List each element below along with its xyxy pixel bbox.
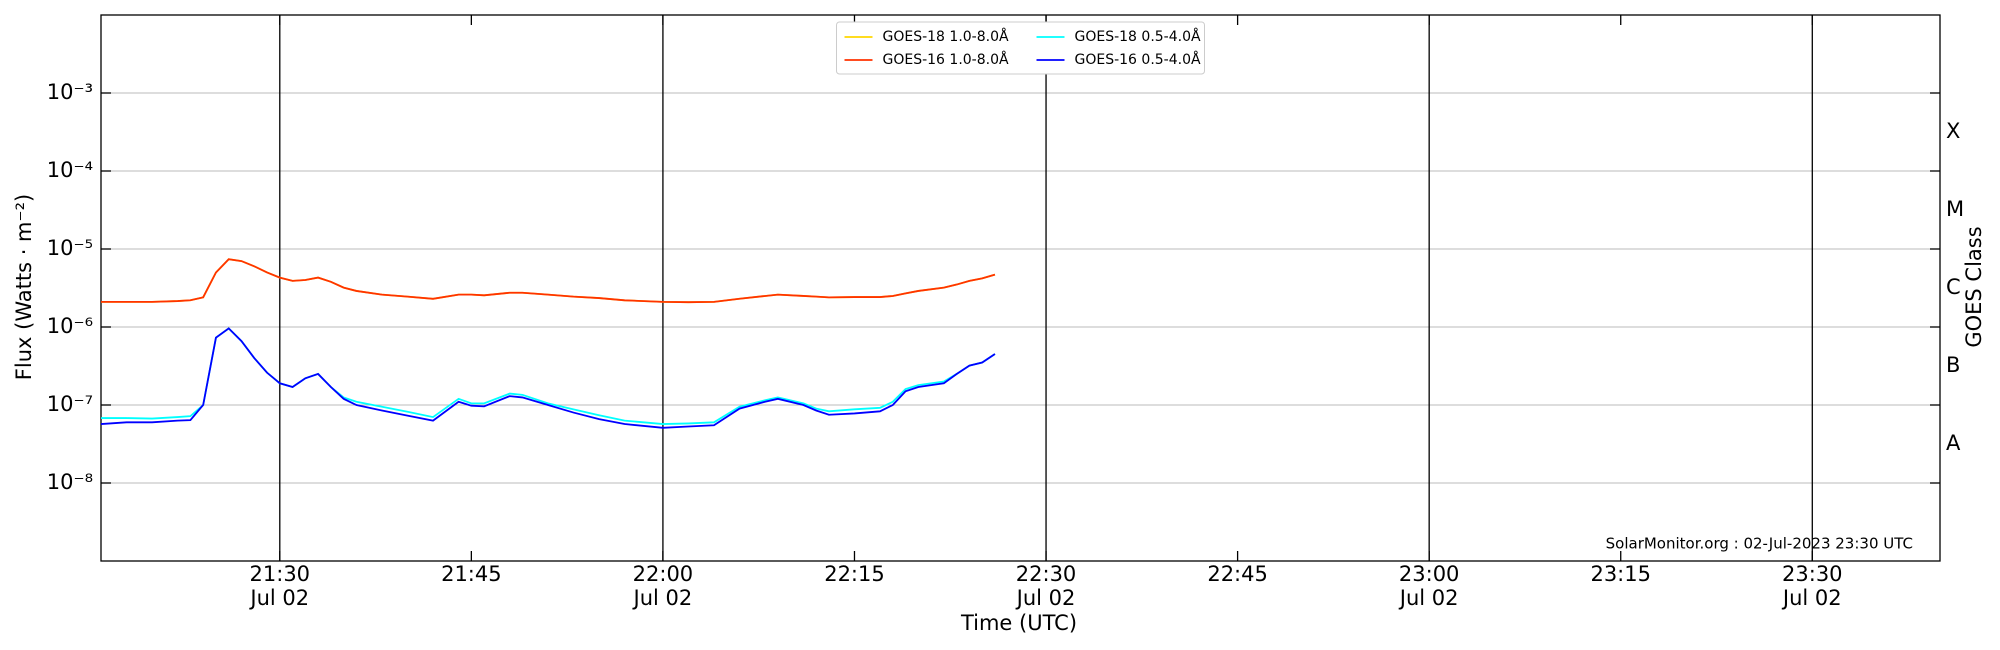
y-tick-label: 10⁻⁷ xyxy=(47,392,93,416)
y-tick-label: 10⁻⁴ xyxy=(47,158,93,182)
y-tick-label: 10⁻⁶ xyxy=(47,314,93,338)
x-tick-label: 22:30 xyxy=(1016,562,1077,586)
legend-label: GOES-16 1.0-8.0Å xyxy=(883,51,1009,68)
series-line xyxy=(101,258,996,304)
annotation: SolarMonitor.org : 02-Jul-2023 23:30 UTC xyxy=(1606,535,1913,553)
y-tick-label: 10⁻⁸ xyxy=(47,470,93,494)
y2-tick-label: X xyxy=(1946,119,1960,143)
x-tick-label: 21:30 xyxy=(250,562,311,586)
legend-label: GOES-16 0.5-4.0Å xyxy=(1075,51,1201,68)
y-tick-label: 10⁻³ xyxy=(47,80,93,104)
y2-axis-label: GOES Class xyxy=(1962,226,1986,347)
legend-label: GOES-18 0.5-4.0Å xyxy=(1075,28,1201,45)
x-tick-label: 23:00 xyxy=(1399,562,1460,586)
series-line xyxy=(100,327,996,429)
x-axis-label: Time (UTC) xyxy=(960,611,1077,635)
plot-frame xyxy=(100,14,1941,562)
x-tick-date: Jul 02 xyxy=(1398,586,1459,610)
x-tick-label: 21:45 xyxy=(441,562,502,586)
legend-box xyxy=(836,21,1205,75)
x-tick-label: 22:15 xyxy=(824,562,885,586)
legend-label: GOES-18 1.0-8.0Å xyxy=(883,28,1009,45)
x-tick-date: Jul 02 xyxy=(632,586,693,610)
x-tick-label: 23:15 xyxy=(1590,562,1651,586)
y2-tick-label: C xyxy=(1946,275,1961,299)
x-tick-date: Jul 02 xyxy=(248,586,309,610)
x-tick-date: Jul 02 xyxy=(1781,586,1842,610)
y-axis-label: Flux (Watts · m⁻²) xyxy=(12,194,36,380)
x-tick-label: 22:45 xyxy=(1207,562,1268,586)
x-tick-label: 23:30 xyxy=(1782,562,1843,586)
y2-tick-label: B xyxy=(1946,353,1960,377)
y2-tick-label: A xyxy=(1946,431,1961,455)
x-tick-date: Jul 02 xyxy=(1015,586,1076,610)
series-line xyxy=(101,327,996,425)
y2-tick-label: M xyxy=(1946,197,1964,221)
series-line xyxy=(101,258,996,304)
y-tick-label: 10⁻⁵ xyxy=(47,236,93,260)
x-tick-label: 22:00 xyxy=(633,562,694,586)
